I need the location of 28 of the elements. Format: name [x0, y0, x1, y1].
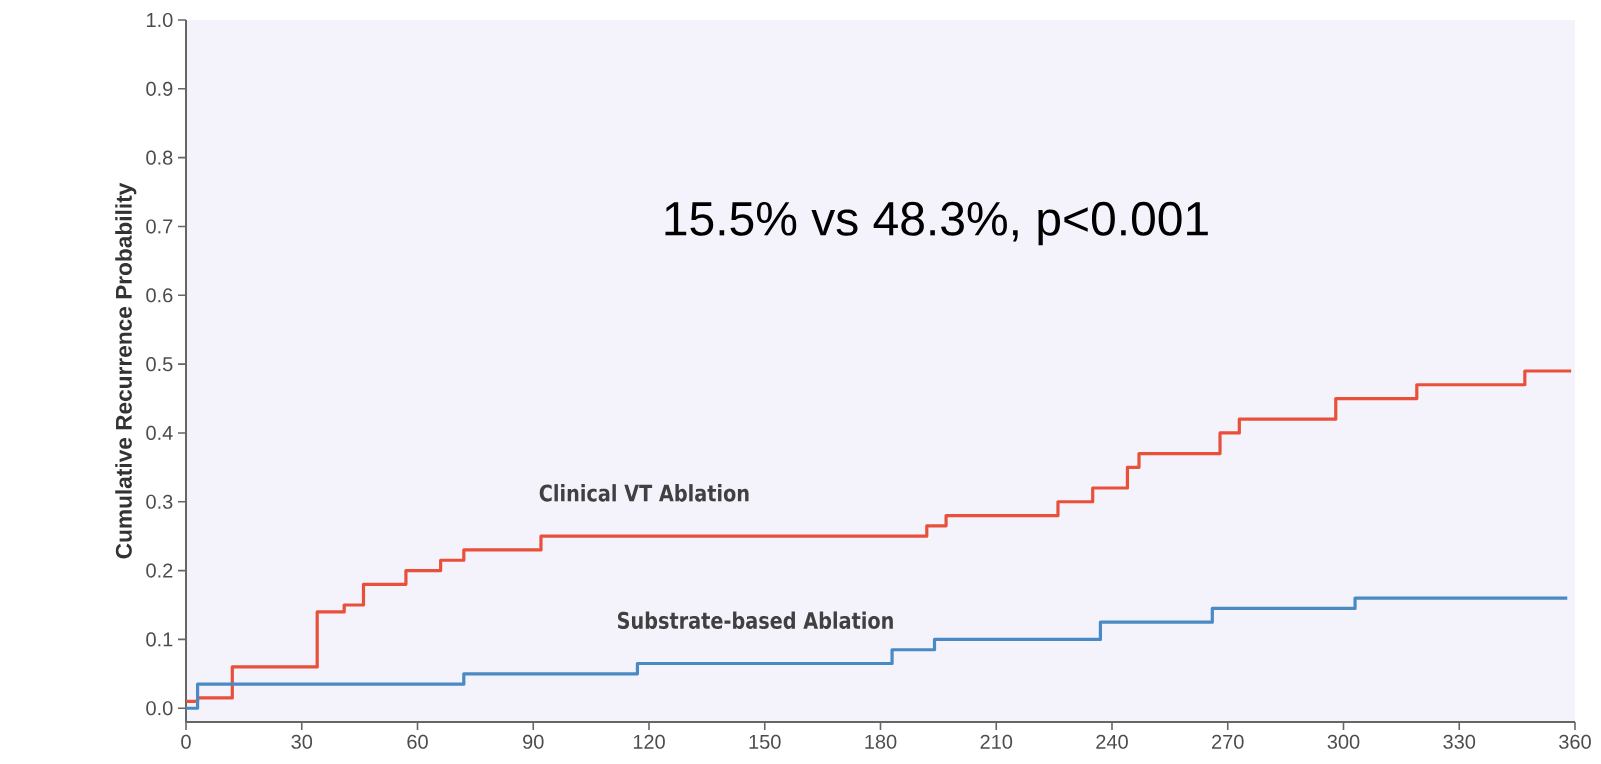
- series-label: Substrate-based Ablation: [617, 611, 893, 629]
- y-tick-label: 0.4: [146, 425, 173, 441]
- y-tick-label: 0.8: [146, 150, 173, 165]
- y-tick-label: 0.3: [146, 494, 173, 509]
- y-tick-label: 0.5: [146, 357, 173, 372]
- x-tick-label: 270: [1212, 734, 1244, 749]
- x-tick-label: 180: [865, 734, 897, 749]
- x-tick-label: 150: [749, 734, 781, 749]
- x-tick-label: 360: [1559, 734, 1591, 749]
- x-tick-label: 120: [633, 734, 665, 749]
- x-tick-label: 240: [1096, 734, 1128, 749]
- y-tick-label: 0.1: [146, 632, 173, 647]
- y-tick-label: 0.2: [146, 563, 173, 578]
- x-tick-label: 330: [1443, 734, 1476, 749]
- x-tick-label: 0: [181, 734, 191, 749]
- y-tick-label: 1.0: [147, 12, 173, 28]
- series-label: Clinical VT Ablation: [539, 484, 749, 502]
- x-tick-label: 90: [523, 734, 544, 749]
- y-tick-label: 0.7: [146, 219, 173, 234]
- x-tick-label: 210: [980, 734, 1013, 749]
- x-tick-label: 300: [1327, 734, 1360, 749]
- y-tick-label: 0.9: [146, 81, 173, 96]
- y-tick-label: 0.6: [146, 288, 173, 303]
- x-tick-label: 60: [407, 734, 428, 749]
- y-axis-title: Cumulative Recurrence Probability: [115, 182, 137, 559]
- annotation: 15.5% vs 48.3%, p<0.001: [665, 201, 1208, 246]
- x-tick-label: 30: [291, 734, 313, 749]
- y-tick-label: 0.0: [146, 701, 173, 716]
